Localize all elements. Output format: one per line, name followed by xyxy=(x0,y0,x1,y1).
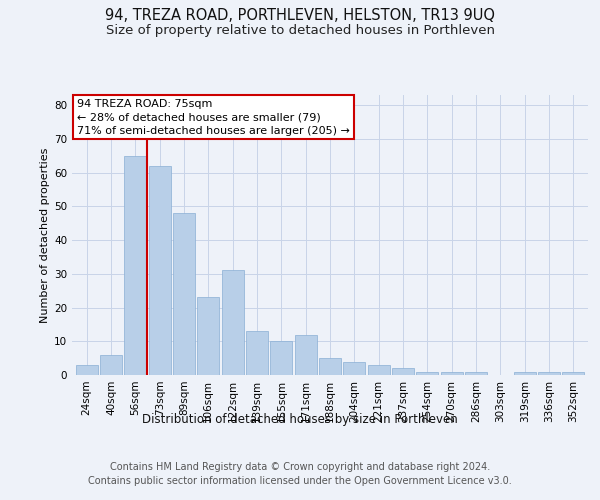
Text: Size of property relative to detached houses in Porthleven: Size of property relative to detached ho… xyxy=(106,24,494,37)
Text: 94, TREZA ROAD, PORTHLEVEN, HELSTON, TR13 9UQ: 94, TREZA ROAD, PORTHLEVEN, HELSTON, TR1… xyxy=(105,8,495,22)
Text: Distribution of detached houses by size in Porthleven: Distribution of detached houses by size … xyxy=(142,412,458,426)
Y-axis label: Number of detached properties: Number of detached properties xyxy=(40,148,50,322)
Bar xyxy=(562,372,584,375)
Bar xyxy=(271,342,292,375)
Bar xyxy=(221,270,244,375)
Bar xyxy=(416,372,439,375)
Bar xyxy=(368,365,389,375)
Bar xyxy=(538,372,560,375)
Bar xyxy=(197,298,219,375)
Bar xyxy=(295,334,317,375)
Bar xyxy=(343,362,365,375)
Bar xyxy=(514,372,536,375)
Bar xyxy=(149,166,170,375)
Bar xyxy=(441,372,463,375)
Bar xyxy=(100,355,122,375)
Bar xyxy=(319,358,341,375)
Text: Contains public sector information licensed under the Open Government Licence v3: Contains public sector information licen… xyxy=(88,476,512,486)
Text: Contains HM Land Registry data © Crown copyright and database right 2024.: Contains HM Land Registry data © Crown c… xyxy=(110,462,490,472)
Bar xyxy=(173,213,195,375)
Bar xyxy=(246,331,268,375)
Text: 94 TREZA ROAD: 75sqm
← 28% of detached houses are smaller (79)
71% of semi-detac: 94 TREZA ROAD: 75sqm ← 28% of detached h… xyxy=(77,99,350,136)
Bar xyxy=(465,372,487,375)
Bar xyxy=(76,365,98,375)
Bar xyxy=(392,368,414,375)
Bar xyxy=(124,156,146,375)
